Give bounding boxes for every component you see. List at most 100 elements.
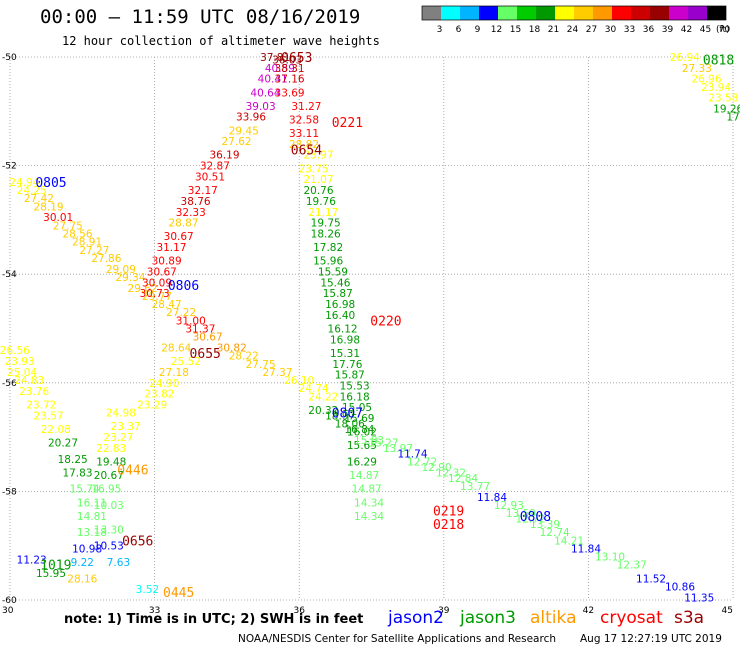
swh-reading: 16.02 <box>347 427 377 439</box>
swh-reading: 32.17 <box>188 185 218 197</box>
y-tick-label: -60 <box>2 596 17 606</box>
pass-time-label: 0806 <box>168 279 199 294</box>
swh-reading: 23.93 <box>5 356 35 368</box>
swh-reading: 38.31 <box>275 63 305 75</box>
swh-reading: 7.63 <box>107 557 130 569</box>
swh-reading: 23.58 <box>708 93 738 105</box>
swh-reading: 14.81 <box>77 511 107 523</box>
pass-time-label: 0445 <box>163 586 194 601</box>
swh-reading: 40.41 <box>258 74 288 86</box>
colorbar-swatch-33 <box>612 6 631 20</box>
colorbar-label-3: 3 <box>437 25 443 35</box>
swh-reading: 36.19 <box>209 150 239 162</box>
swh-reading: 12.37 <box>617 560 647 572</box>
swh-reading: 30.67 <box>164 231 194 243</box>
swh-reading: 11.52 <box>636 573 666 585</box>
units-note: note: 1) Time is in UTC; 2) SWH is in fe… <box>64 612 364 627</box>
colorbar-label-36: 36 <box>643 25 655 35</box>
swh-reading: 36.03 <box>272 55 302 67</box>
swh-reading: 13.59 <box>506 508 536 520</box>
x-tick-label: 30 <box>2 606 14 616</box>
swh-reading: 12.32 <box>436 467 466 479</box>
swh-reading: 15.74 <box>70 484 100 496</box>
colorbar-label-9: 9 <box>475 25 481 35</box>
swh-reading: 16.84 <box>344 424 374 436</box>
swh-reading: 33.11 <box>289 128 319 140</box>
swh-reading: 29.09 <box>106 264 136 276</box>
swh-reading: 39.03 <box>246 101 276 113</box>
pass-time-label: 0818 <box>703 54 734 69</box>
swh-reading: 24.98 <box>106 408 136 420</box>
swh-reading: 16.98 <box>325 299 355 311</box>
swh-reading: 27.42 <box>24 193 54 205</box>
colorbar-frame <box>421 5 727 21</box>
swh-reading: 24.90 <box>149 378 179 390</box>
swh-reading: 31.37 <box>185 324 215 336</box>
swh-reading: 16.29 <box>347 457 377 469</box>
swh-reading: 23.27 <box>103 432 133 444</box>
colorbar-label-42: 42 <box>681 25 692 35</box>
swh-reading: 23.29 <box>137 400 167 412</box>
swh-reading: 16.18 <box>340 391 370 403</box>
swh-reading: 27.22 <box>166 307 196 319</box>
swh-reading: 30.89 <box>152 256 182 268</box>
swh-reading: 28.22 <box>229 351 259 363</box>
swh-reading: 15.96 <box>313 256 343 268</box>
swh-reading: 13.77 <box>460 481 490 493</box>
x-tick-label: 36 <box>293 606 305 616</box>
swh-reading: 40.64 <box>250 87 280 99</box>
swh-reading: 26.56 <box>0 345 30 357</box>
swh-reading: 15.87 <box>335 370 365 382</box>
colorbar-label-27: 27 <box>586 25 597 35</box>
swh-reading: 28.56 <box>62 228 92 240</box>
swh-reading: 13.10 <box>595 552 625 564</box>
swh-reading: 23.37 <box>111 421 141 433</box>
legend-s3a: s3a <box>674 608 705 628</box>
legend-cryosat: cryosat <box>600 608 663 628</box>
swh-reading: 14.87 <box>352 484 382 496</box>
colorbar-swatch-12 <box>479 6 498 20</box>
swh-reading: 14.87 <box>349 470 379 482</box>
swh-reading: 25.52 <box>171 356 201 368</box>
swh-reading: 12.72 <box>407 457 437 469</box>
colorbar-label-30: 30 <box>605 25 617 35</box>
y-tick-label: -56 <box>2 379 17 389</box>
colorbar-swatch-15 <box>498 6 517 20</box>
pass-time-label: 0446 <box>117 464 148 479</box>
swh-reading: 20.32 <box>308 405 338 417</box>
swh-reading: 20.76 <box>303 185 333 197</box>
swh-reading: 27.27 <box>79 245 109 257</box>
swh-reading: 15.53 <box>340 381 370 393</box>
x-tick-label: 39 <box>438 606 450 616</box>
swh-reading: 17.76 <box>332 359 362 371</box>
swh-reading: 32.58 <box>289 114 319 126</box>
swh-reading: 13.18 <box>77 527 107 539</box>
swh-reading: 16.98 <box>330 334 360 346</box>
swh-reading: 11.35 <box>684 592 714 604</box>
page-title: 00:00 — 11:59 UTC 08/16/2019 <box>40 6 361 28</box>
swh-reading: 22.83 <box>96 443 126 455</box>
x-tick-label: 42 <box>583 606 594 616</box>
swh-reading: 11.23 <box>17 554 47 566</box>
swh-reading: 24.83 <box>14 375 44 387</box>
swh-reading: 31.00 <box>176 315 206 327</box>
swh-reading: 26.94 <box>670 52 700 64</box>
swh-reading: 15.31 <box>330 348 360 360</box>
swh-reading: 28.47 <box>152 299 182 311</box>
swh-reading: 24.94 <box>9 177 39 189</box>
page-subtitle: 12 hour collection of altimeter wave hei… <box>62 34 380 48</box>
swh-reading: 26.10 <box>284 375 314 387</box>
swh-reading: 24.25 <box>17 185 47 197</box>
colorbar-swatch-9 <box>460 6 479 20</box>
swh-reading: 19.48 <box>96 457 126 469</box>
legend-altika: altika <box>530 608 577 628</box>
colorbar-label-21: 21 <box>548 25 559 35</box>
swh-reading: 28.91 <box>72 237 102 249</box>
swh-reading: 12.72 <box>516 514 546 526</box>
swh-reading: 26.96 <box>691 74 721 86</box>
swh-reading: 30.67 <box>193 332 223 344</box>
swh-reading: 32.87 <box>200 161 230 173</box>
swh-reading: 23.97 <box>303 150 333 162</box>
colorbar-swatch-45 <box>688 6 707 20</box>
